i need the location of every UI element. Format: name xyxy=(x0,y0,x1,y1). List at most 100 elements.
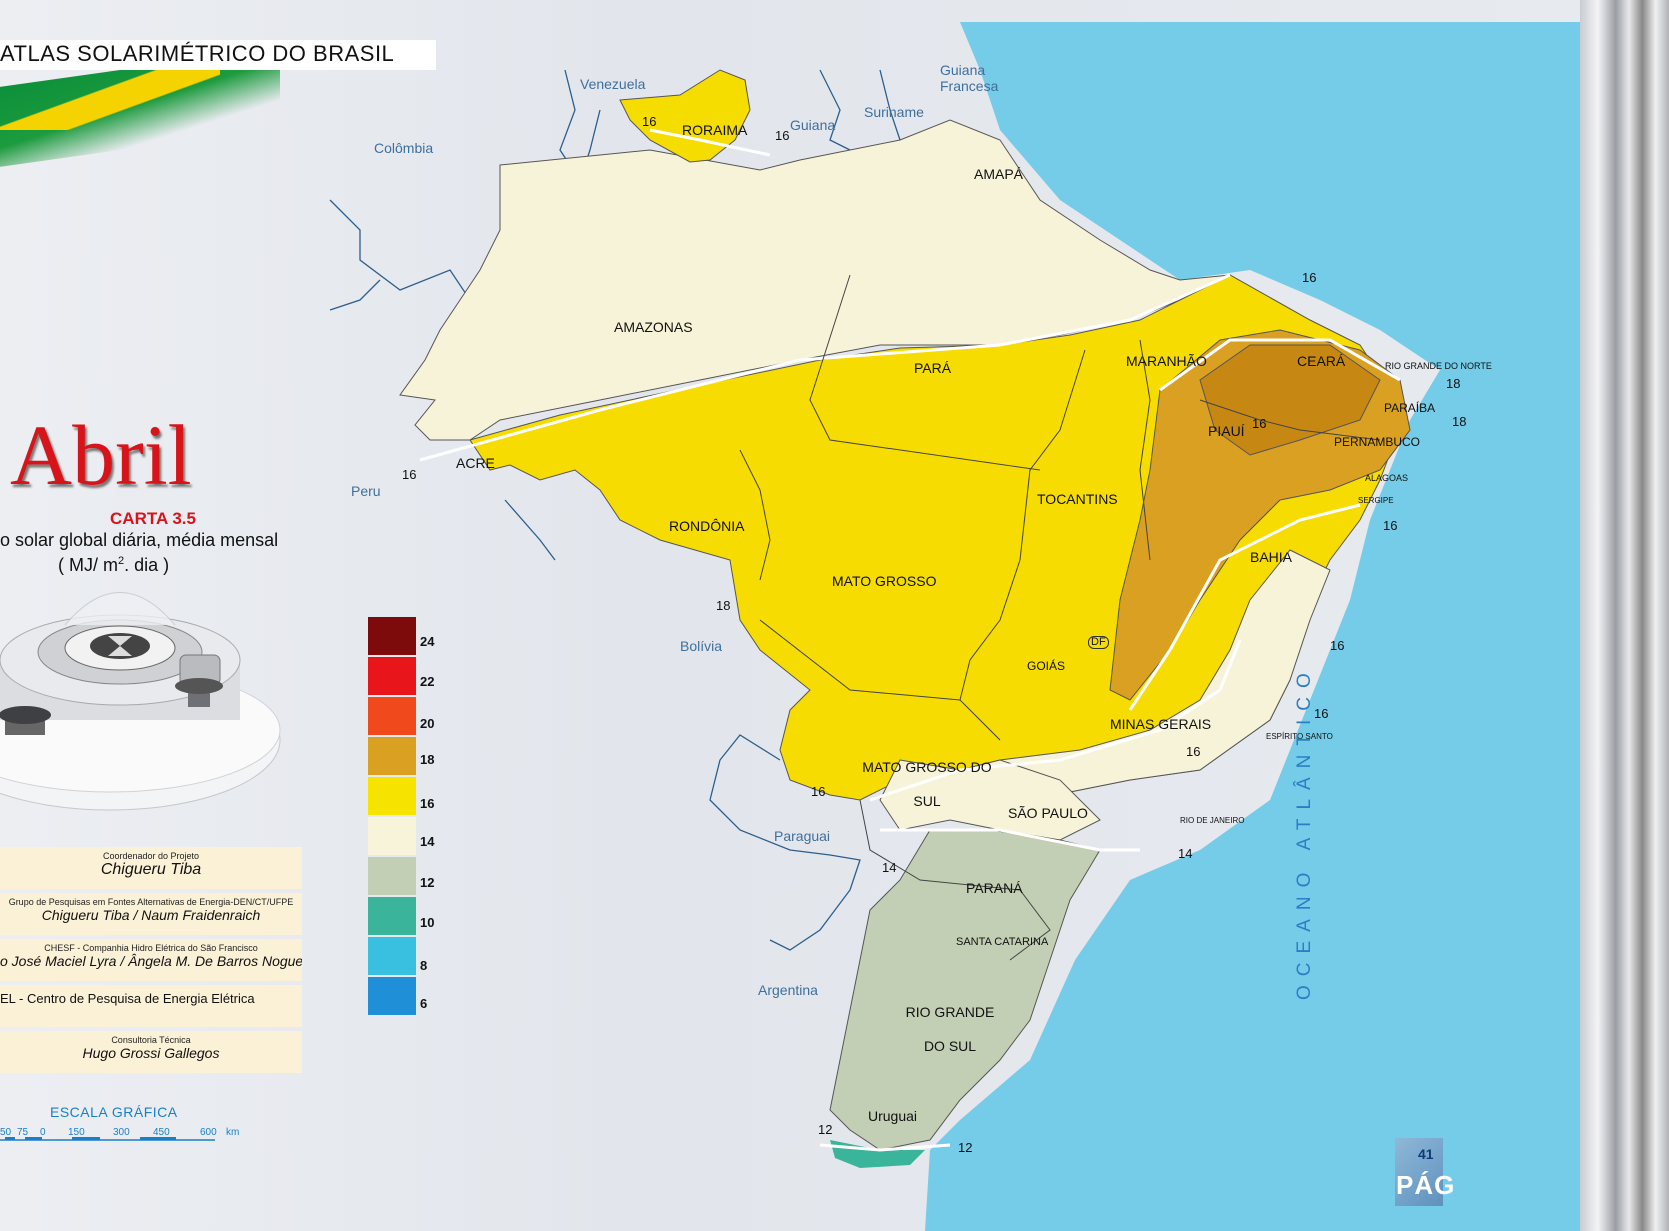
isoline-label: 16 xyxy=(1330,638,1345,653)
state-label-rio-de-janeiro: RIO DE JANEIRO xyxy=(1180,816,1245,825)
state-label-mato-grosso-do-sul: MATO GROSSO DO SUL xyxy=(862,759,992,809)
credit-role: Grupo de Pesquisas em Fontes Alternativa… xyxy=(8,897,294,907)
isoline-label: 16 xyxy=(642,114,657,129)
legend-label-12: 12 xyxy=(420,875,435,890)
isoline-label: 16 xyxy=(1302,270,1317,285)
pyranometer-icon xyxy=(0,592,281,811)
isoline-label: 16 xyxy=(775,128,790,143)
state-label-ceara: CEARÁ xyxy=(1297,353,1346,369)
country-label-bolivia: Bolívia xyxy=(680,638,723,654)
legend-label-6: 6 xyxy=(420,996,428,1011)
scale-title: ESCALA GRÁFICA xyxy=(50,1104,178,1120)
state-label-amapa: AMAPÁ xyxy=(974,166,1024,182)
state-label-parana: PARANÁ xyxy=(966,880,1023,896)
book-binding xyxy=(1580,0,1669,1231)
country-label-suriname: Suriname xyxy=(864,104,924,120)
brazil-map xyxy=(329,22,1580,1231)
country-label-venezuela: Venezuela xyxy=(580,76,646,92)
page-tab xyxy=(1395,1138,1443,1206)
legend-swatch-14 xyxy=(368,817,416,855)
legend-scale xyxy=(368,617,416,1015)
zone-18-core xyxy=(1199,344,1381,456)
state-label-santa-catarina: SANTA CATARINA xyxy=(956,936,1049,948)
isoline-label: 18 xyxy=(716,598,731,613)
credit-name: Chigueru Tiba / Naum Fraidenraich xyxy=(41,907,261,923)
country-label-guiana-francesa: Guiana Francesa xyxy=(940,62,999,94)
state-label-mato-grosso: MATO GROSSO xyxy=(832,573,937,589)
state-label-sao-paulo: SÃO PAULO xyxy=(1008,805,1088,821)
isoline-label: 14 xyxy=(882,860,897,875)
isoline-label: 16 xyxy=(1314,706,1329,721)
legend-swatch-20 xyxy=(368,697,416,735)
credit-coordinator: Coordenador do Projeto Chigueru Tiba xyxy=(0,847,302,889)
state-label-tocantins: TOCANTINS xyxy=(1037,491,1118,507)
credit-role: Consultoria Técnica xyxy=(111,1035,191,1045)
state-label-para: PARÁ xyxy=(914,360,952,376)
country-label-paraguai: Paraguai xyxy=(774,828,831,844)
scale-tick-600: 600 xyxy=(200,1127,217,1138)
state-label-rondonia: RONDÔNIA xyxy=(669,518,745,534)
scale-tick-75: 75 xyxy=(17,1127,29,1138)
state-label-maranhao: MARANHÃO xyxy=(1126,353,1207,369)
header-flag-yellow xyxy=(0,70,220,130)
isoline-label: 12 xyxy=(958,1140,973,1155)
zone-14 xyxy=(399,119,1231,441)
isoline-label: 16 xyxy=(1383,518,1398,533)
credit-chesf: CHESF - Companhia Hidro Elétrica do São … xyxy=(0,939,302,981)
country-label-uruguai: Uruguai xyxy=(868,1108,918,1124)
country-label-argentina: Argentina xyxy=(758,982,818,998)
isoline-label: 14 xyxy=(1178,846,1193,861)
atlas-page: ATLAS SOLARIMÉTRICO DO BRASIL Abril CART… xyxy=(0,0,1580,1231)
scale-bar: 50 75 0 150 300 450 600 km xyxy=(0,1127,239,1141)
scale-tick-450: 450 xyxy=(153,1127,170,1138)
state-label-piaui: PIAUÍ xyxy=(1208,423,1245,439)
state-label-df: DF xyxy=(1088,636,1109,649)
legend-swatch-16 xyxy=(368,777,416,815)
legend-swatch-22 xyxy=(368,657,416,695)
legend-label-24: 24 xyxy=(420,634,435,649)
ocean-label: OCEANO ATLÂNTICO xyxy=(1294,664,1315,1000)
isoline-label: 18 xyxy=(1452,414,1467,429)
map-unit: ( MJ/ m2. dia ) xyxy=(58,555,170,575)
legend-label-10: 10 xyxy=(420,915,435,930)
state-label-rio-grande-do-norte: RIO GRANDE DO NORTE xyxy=(1385,361,1492,371)
isoline-label: 16 xyxy=(402,467,417,482)
isoline-label: 16 xyxy=(811,784,826,799)
legend-label-20: 20 xyxy=(420,716,435,731)
state-label-rio-grande-do-sul: RIO GRANDE DO SUL xyxy=(905,1004,995,1054)
credit-consultoria: Consultoria Técnica Hugo Grossi Gallegos xyxy=(0,1031,302,1073)
ocean xyxy=(925,22,1580,1231)
carta-label: CARTA 3.5 xyxy=(110,509,196,528)
credit-cepel: EL - Centro de Pesquisa de Energia Elétr… xyxy=(0,985,302,1027)
credit-name: EL - Centro de Pesquisa de Energia Elétr… xyxy=(0,991,255,1006)
credit-name: Hugo Grossi Gallegos xyxy=(82,1045,220,1061)
isoline-label: 12 xyxy=(818,1122,833,1137)
header-stripe xyxy=(0,40,436,70)
zone-roraima xyxy=(619,69,751,163)
credit-ufpe: Grupo de Pesquisas em Fontes Alternativa… xyxy=(0,893,302,935)
legend-swatch-24 xyxy=(368,617,416,655)
country-label-peru: Peru xyxy=(351,483,381,499)
legend-swatch-10 xyxy=(368,897,416,935)
legend-label-16: 16 xyxy=(420,796,435,811)
country-label-colombia: Colômbia xyxy=(374,140,434,156)
scale-tick-0: 0 xyxy=(40,1127,46,1138)
month-title: Abril xyxy=(10,407,192,503)
isolines xyxy=(419,128,1401,1152)
legend-swatch-8 xyxy=(368,937,416,975)
page-label: PÁG xyxy=(1396,1170,1456,1200)
state-label-bahia: BAHIA xyxy=(1250,549,1293,565)
state-label-acre: ACRE xyxy=(456,455,495,471)
state-label-minas-gerais: MINAS GERAIS xyxy=(1110,716,1212,732)
legend-label-8: 8 xyxy=(420,958,428,973)
legend-label-18: 18 xyxy=(420,752,435,767)
credit-role: Coordenador do Projeto xyxy=(102,851,200,861)
legend-swatch-6 xyxy=(368,977,416,1015)
state-label-pernambuco: PERNAMBUCO xyxy=(1334,435,1421,449)
legend-label-14: 14 xyxy=(420,834,435,849)
state-label-roraima: RORAIMA xyxy=(682,122,748,138)
scale-unit: km xyxy=(226,1127,239,1138)
isoline-label: 18 xyxy=(1446,376,1461,391)
scale-tick-300: 300 xyxy=(113,1127,130,1138)
legend-swatch-18 xyxy=(368,737,416,775)
